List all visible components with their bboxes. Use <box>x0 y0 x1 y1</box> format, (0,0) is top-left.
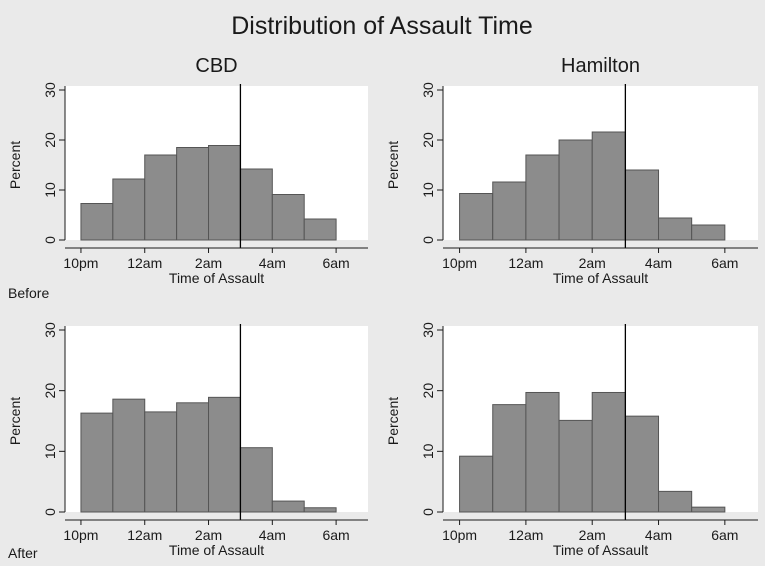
histogram-bar <box>303 507 337 513</box>
x-tick-label: 2am <box>195 527 222 543</box>
y-tick-label: 30 <box>42 322 58 338</box>
y-tick-label: 20 <box>420 383 436 399</box>
y-tick-label: 0 <box>420 236 436 244</box>
x-tick-label: 2am <box>195 255 222 271</box>
column-title: Hamilton <box>561 55 640 77</box>
y-axis-title: Percent <box>385 397 401 445</box>
row-label: Before <box>8 285 49 301</box>
panel-3: 0 10 20 30 10pm 12am 2am 4am 6am Time of Assault P… <box>7 322 368 561</box>
histogram-bar <box>176 402 210 513</box>
histogram-bar <box>112 178 146 241</box>
x-tick-label: 6am <box>711 527 738 543</box>
x-tick-label: 10pm <box>63 527 98 543</box>
histogram-bar <box>239 168 273 241</box>
histogram-bar <box>271 500 305 513</box>
x-tick-label: 10pm <box>63 255 98 271</box>
histogram-bar <box>80 412 114 513</box>
x-axis-title: Time of Assault <box>553 542 648 558</box>
histogram-bar <box>624 415 660 513</box>
histogram-bar <box>658 217 693 241</box>
histogram-bar <box>459 455 494 513</box>
y-tick-label: 10 <box>420 182 436 198</box>
y-axis-title: Percent <box>385 141 401 189</box>
histogram-bar <box>239 447 273 513</box>
panel-1: 0 10 20 30 10pm 12am 2am 4am 6am Time of Assault P… <box>7 55 368 301</box>
x-tick-label: 6am <box>711 255 738 271</box>
histogram-bar <box>112 398 146 513</box>
histogram-bar <box>459 193 494 241</box>
histogram-bar <box>658 490 693 513</box>
x-tick-label: 4am <box>259 527 286 543</box>
histogram-bar <box>271 194 305 241</box>
x-tick-label: 12am <box>127 255 162 271</box>
histogram-bar <box>80 203 114 241</box>
x-tick-label: 2am <box>579 527 606 543</box>
histogram-bar <box>691 224 726 241</box>
figure-title: Distribution of Assault Time <box>231 12 533 40</box>
y-axis-title: Percent <box>7 141 23 189</box>
histogram-bar <box>558 139 593 241</box>
x-tick-label: 12am <box>508 527 543 543</box>
histogram-bar <box>176 147 210 241</box>
y-tick-label: 30 <box>420 82 436 98</box>
row-label: After <box>8 545 38 561</box>
x-tick-label: 10pm <box>442 527 477 543</box>
x-tick-label: 12am <box>127 527 162 543</box>
y-tick-label: 20 <box>42 383 58 399</box>
x-tick-label: 4am <box>645 527 672 543</box>
x-tick-label: 2am <box>579 255 606 271</box>
panel-4: 0 10 20 30 10pm 12am 2am 4am 6am Time of Assault P… <box>385 322 758 558</box>
y-tick-label: 0 <box>420 508 436 516</box>
y-tick-label: 20 <box>42 132 58 148</box>
y-tick-label: 10 <box>42 182 58 198</box>
histogram-bar <box>144 154 178 241</box>
histogram-bar <box>558 419 593 513</box>
y-tick-label: 0 <box>42 508 58 516</box>
histogram-bar <box>525 391 560 513</box>
histogram-bar <box>591 391 626 513</box>
x-tick-label: 6am <box>322 255 349 271</box>
histogram-bar <box>525 154 560 241</box>
x-tick-label: 6am <box>322 527 349 543</box>
y-tick-label: 10 <box>42 443 58 459</box>
histogram-bar <box>492 404 527 513</box>
panel-2: 0 10 20 30 10pm 12am 2am 4am 6am Time of Assault P… <box>385 55 758 286</box>
x-tick-label: 4am <box>645 255 672 271</box>
y-tick-label: 0 <box>42 236 58 244</box>
histogram-bar <box>591 131 626 241</box>
histogram-bar <box>144 411 178 513</box>
x-tick-label: 10pm <box>442 255 477 271</box>
y-tick-label: 30 <box>420 322 436 338</box>
y-tick-label: 20 <box>420 132 436 148</box>
histogram-bar <box>208 145 241 241</box>
column-title: CBD <box>195 55 237 77</box>
y-tick-label: 30 <box>42 82 58 98</box>
histogram-bar <box>303 218 337 241</box>
y-axis-title: Percent <box>7 397 23 445</box>
histogram-bar <box>208 396 241 513</box>
histogram-bar <box>624 169 660 241</box>
x-tick-label: 12am <box>508 255 543 271</box>
y-tick-label: 10 <box>420 443 436 459</box>
histogram-bar <box>691 506 726 513</box>
x-axis-title: Time of Assault <box>553 270 648 286</box>
x-axis-title: Time of Assault <box>169 542 264 558</box>
x-tick-label: 4am <box>259 255 286 271</box>
histogram-bar <box>492 181 527 241</box>
x-axis-title: Time of Assault <box>169 270 264 286</box>
